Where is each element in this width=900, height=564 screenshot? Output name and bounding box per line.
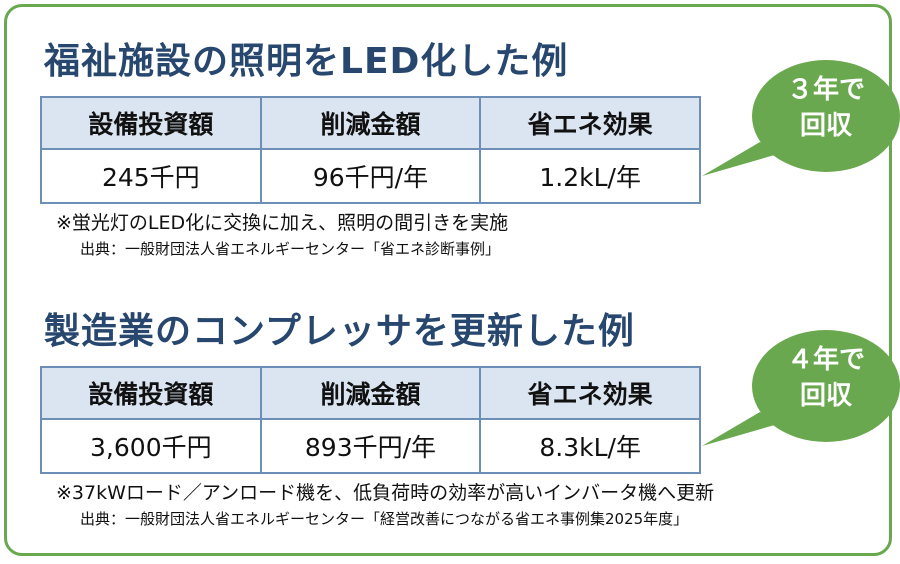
- value-energy-effect: 8.3kL/年: [479, 418, 701, 474]
- payback-word: 回収: [799, 111, 852, 141]
- case-source: 出典：一般財団法人省エネルギーセンター「経営改善につながる省エネ事例集2025年…: [80, 510, 689, 528]
- case-note: ※37kWロード／アンロード機を、低負荷時の効率が高いインバータ機へ更新: [56, 482, 715, 504]
- header-savings: 削減金額: [259, 366, 482, 420]
- table-header-row: 設備投資額 削減金額 省エネ効果: [40, 96, 701, 150]
- payback-word: 回収: [799, 381, 852, 411]
- value-savings: 96千円/年: [259, 148, 482, 204]
- payback-bubble: ３年で 回収: [700, 58, 900, 188]
- value-investment: 245千円: [40, 148, 262, 204]
- payback-bubble: ４年で 回収: [700, 328, 900, 458]
- payback-years: ４年で: [786, 345, 865, 375]
- payback-years: ３年で: [786, 75, 865, 105]
- table-row: 3,600千円 893千円/年 8.3kL/年: [40, 418, 701, 474]
- header-investment: 設備投資額: [40, 366, 262, 420]
- speech-bubble-shape: [702, 60, 900, 176]
- header-energy-effect: 省エネ効果: [479, 366, 701, 420]
- case-note: ※蛍光灯のLED化に交換に加え、照明の間引きを実施: [56, 212, 509, 234]
- payback-label: ４年で 回収: [758, 342, 894, 414]
- metrics-table: 設備投資額 削減金額 省エネ効果 3,600千円 893千円/年 8.3kL/年: [40, 366, 701, 474]
- case-source: 出典：一般財団法人省エネルギーセンター「省エネ診断事例」: [80, 240, 501, 258]
- value-investment: 3,600千円: [40, 418, 262, 474]
- table-header-row: 設備投資額 削減金額 省エネ効果: [40, 366, 701, 420]
- value-energy-effect: 1.2kL/年: [479, 148, 701, 204]
- payback-label: ３年で 回収: [758, 72, 894, 144]
- value-savings: 893千円/年: [259, 418, 482, 474]
- case-title: 製造業のコンプレッサを更新した例: [44, 311, 635, 352]
- header-energy-effect: 省エネ効果: [479, 96, 701, 150]
- header-savings: 削減金額: [259, 96, 482, 150]
- case-title: 福祉施設の照明をLED化した例: [44, 41, 569, 82]
- header-investment: 設備投資額: [40, 96, 262, 150]
- metrics-table: 設備投資額 削減金額 省エネ効果 245千円 96千円/年 1.2kL/年: [40, 96, 701, 204]
- table-row: 245千円 96千円/年 1.2kL/年: [40, 148, 701, 204]
- speech-bubble-shape: [702, 330, 900, 446]
